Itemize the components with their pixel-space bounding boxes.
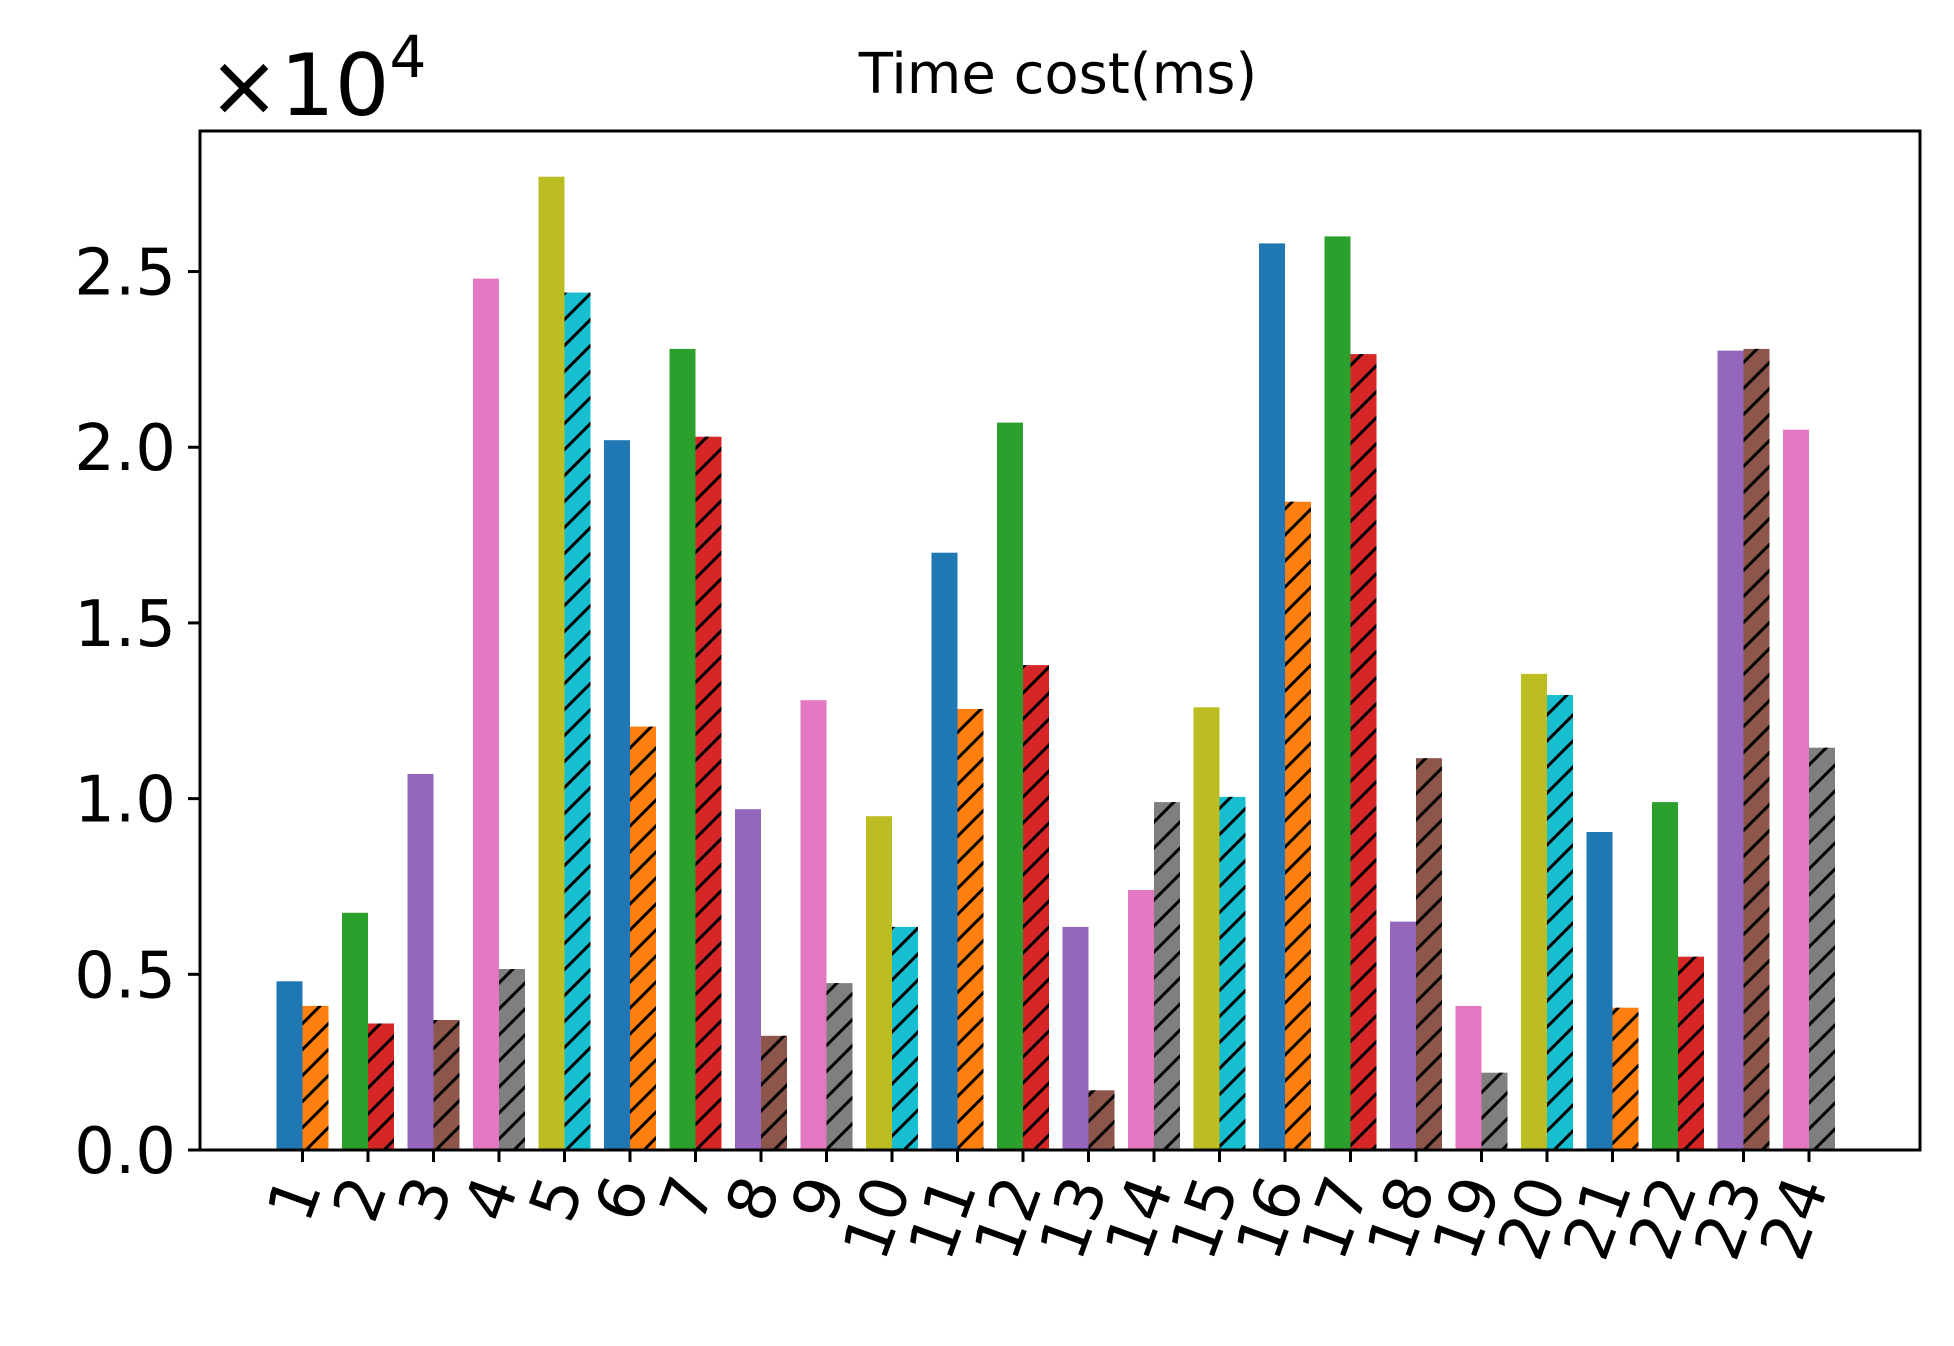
bar-solid-14	[1128, 890, 1154, 1150]
bar-hatch-9	[826, 983, 853, 1150]
bar-solid-1	[276, 981, 303, 1150]
bar-hatch-12	[1023, 665, 1049, 1150]
bar-solid-4	[473, 278, 499, 1151]
bar-solid-18	[1390, 921, 1416, 1150]
y-offset-label: ×104	[208, 23, 426, 136]
bar-hatch-3	[433, 1020, 460, 1150]
bar-hatch-20	[1547, 695, 1573, 1150]
bar-solid-17	[1324, 236, 1351, 1150]
bar-hatch-2	[368, 1023, 394, 1150]
chart-title: Time cost(ms)	[858, 42, 1257, 107]
y-tick-label: 0.5	[74, 939, 176, 1013]
bar-hatch-15	[1219, 796, 1246, 1150]
bar-solid-9	[800, 700, 827, 1150]
bar-hatch-5	[564, 292, 591, 1151]
bar-hatch-14	[1154, 802, 1180, 1150]
bar-hatch-6	[630, 726, 656, 1150]
bar-solid-10	[866, 816, 892, 1150]
bar-hatch-7	[695, 436, 722, 1150]
y-tick-label: 0.0	[74, 1115, 176, 1189]
bar-solid-6	[604, 440, 630, 1150]
x-tick-label: 24	[1746, 1167, 1843, 1269]
bar-solid-5	[538, 176, 565, 1150]
bar-hatch-24	[1809, 747, 1835, 1150]
bar-solid-19	[1455, 1005, 1482, 1150]
y-tick-label: 2.0	[74, 412, 176, 486]
bar-hatch-19	[1481, 1072, 1508, 1150]
bar-solid-3	[407, 774, 434, 1150]
bar-solid-7	[669, 348, 696, 1150]
y-offset-exponent: 4	[390, 23, 427, 91]
bar-solid-16	[1259, 243, 1285, 1150]
y-offset-base: ×10	[208, 36, 390, 136]
bar-solid-8	[735, 809, 761, 1150]
bar-solid-12	[997, 422, 1023, 1151]
bar-solid-23	[1717, 350, 1744, 1151]
y-tick-label: 1.5	[74, 588, 176, 662]
y-tick-label: 1.0	[74, 764, 176, 838]
y-axis: 0.0 0.5 1.0 1.5 2.0 2.5	[74, 237, 200, 1189]
bar-solid-13	[1062, 926, 1089, 1150]
y-tick-label: 2.5	[74, 237, 176, 311]
bar-solid-11	[931, 552, 958, 1150]
bar-hatch-23	[1743, 348, 1770, 1150]
bar-hatch-21	[1612, 1007, 1639, 1150]
bar-hatch-17	[1350, 354, 1377, 1151]
bar-solid-24	[1783, 429, 1809, 1150]
bar-hatch-16	[1285, 501, 1311, 1150]
bars-group	[276, 176, 1835, 1151]
bar-solid-20	[1521, 673, 1547, 1150]
bar-hatch-1	[302, 1005, 329, 1150]
bar-hatch-4	[499, 969, 525, 1150]
bar-hatch-18	[1416, 758, 1442, 1150]
bar-hatch-11	[957, 709, 984, 1150]
plot-frame	[198, 129, 1922, 1152]
bar-solid-22	[1652, 802, 1678, 1150]
bar-hatch-8	[761, 1035, 787, 1150]
bar-solid-15	[1193, 707, 1220, 1150]
bar-solid-2	[342, 912, 368, 1150]
bar-hatch-13	[1088, 1090, 1115, 1150]
bar-hatch-22	[1678, 956, 1704, 1150]
bar-hatch-10	[892, 926, 918, 1150]
bar-solid-21	[1586, 832, 1613, 1150]
